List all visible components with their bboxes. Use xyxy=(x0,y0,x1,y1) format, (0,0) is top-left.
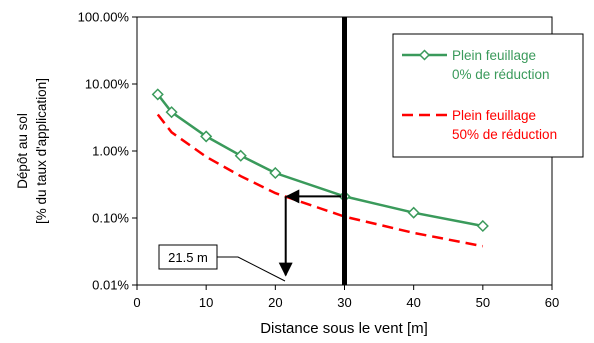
annotation-label: 21.5 m xyxy=(168,250,208,265)
series-line-1 xyxy=(156,93,484,228)
data-point-diamond xyxy=(476,219,489,233)
y-axis: 0.01% 0.10% 1.00% 10.00% 100.00% xyxy=(78,10,137,293)
y-axis-title-line-2: [% du taux d'application] xyxy=(34,78,49,224)
y-tick-label: 10.00% xyxy=(85,77,130,92)
y-tick-label: 1.00% xyxy=(92,144,129,159)
data-point-diamond xyxy=(234,149,247,162)
x-axis-title: Distance sous le vent [m] xyxy=(260,320,428,337)
legend-label-1-line-1: Plein feuillage xyxy=(452,48,536,63)
legend-label-2-line-1: Plein feuillage xyxy=(452,108,536,123)
x-tick-label: 10 xyxy=(199,295,213,310)
series-layer xyxy=(151,88,489,248)
x-tick-label: 60 xyxy=(545,295,559,310)
x-tick-label: 0 xyxy=(133,295,140,310)
data-point-diamond xyxy=(165,106,178,119)
legend: Plein feuillage 0% de réduction Plein fe… xyxy=(392,33,584,158)
y-axis-title: Dépôt au sol [% du taux d'application] xyxy=(15,78,49,224)
x-tick-label: 30 xyxy=(337,295,351,310)
annotation-callout: 21.5 m xyxy=(158,244,286,282)
reference-layer xyxy=(278,17,347,285)
annotation-box xyxy=(158,244,218,270)
legend-label-1-line-2: 0% de réduction xyxy=(452,67,550,82)
y-axis-title-line-1: Dépôt au sol xyxy=(15,113,30,189)
legend-label-2-line-2: 50% de réduction xyxy=(452,127,557,142)
data-point-diamond xyxy=(200,130,213,143)
x-tick-label: 40 xyxy=(406,295,420,310)
y-tick-label: 0.10% xyxy=(92,211,129,226)
y-tick-label: 0.01% xyxy=(92,278,129,293)
x-axis: 0 10 20 30 40 50 60 xyxy=(133,285,559,310)
series-line-2 xyxy=(156,113,484,248)
y-tick-label: 100.00% xyxy=(78,10,130,25)
x-tick-label: 50 xyxy=(476,295,490,310)
x-tick-label: 20 xyxy=(268,295,282,310)
data-point-diamond xyxy=(151,88,164,101)
data-point-diamond xyxy=(407,206,420,219)
legend-diamond-icon xyxy=(418,49,431,61)
data-point-diamond xyxy=(269,166,282,180)
annotation-leader-line xyxy=(217,256,286,282)
